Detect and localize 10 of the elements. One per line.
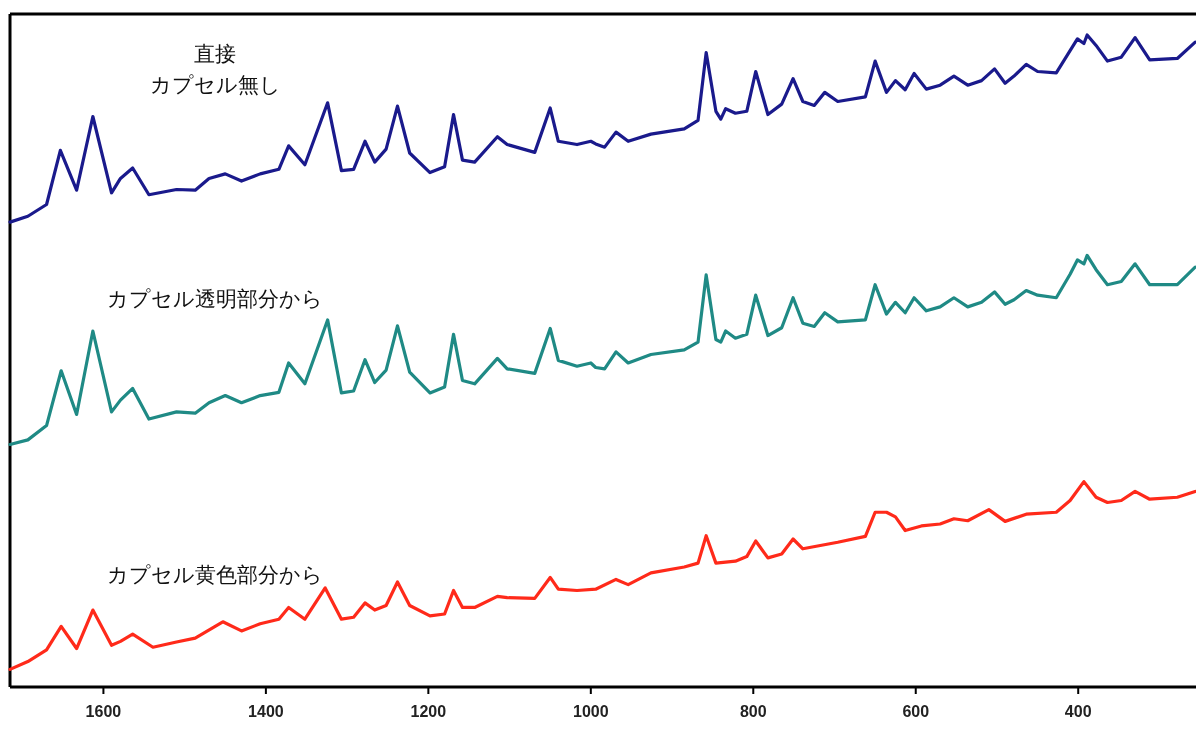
series-label: カプセル透明部分から [107,287,323,312]
x-tick-label: 1200 [410,703,447,720]
x-tick-label: 1600 [85,703,122,720]
series-label: カプセル黄色部分から [107,563,323,588]
x-tick-label: 800 [739,703,767,720]
x-tick-label: 1000 [573,703,609,720]
series: 直接カプセル無し [8,33,1196,224]
x-tick-label: 400 [1064,703,1092,720]
x-tick-label: 1400 [248,703,284,720]
x-tick-label: 600 [902,703,930,720]
